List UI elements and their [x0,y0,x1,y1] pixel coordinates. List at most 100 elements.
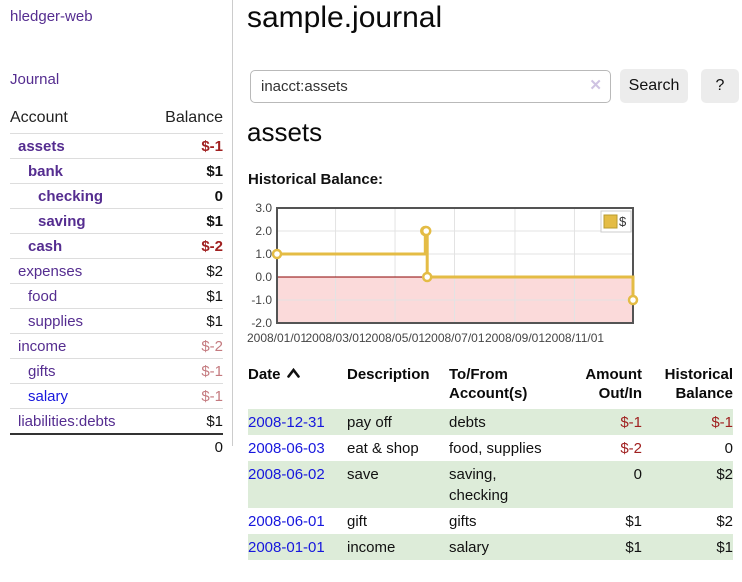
register-accounts: salary [449,534,562,560]
register-col-label: Out/In [598,385,642,402]
account-row: food $1 [10,283,223,309]
register-date-link[interactable]: 2008-01-01 [248,539,325,556]
account-heading: assets [247,117,323,147]
y-tick-label: 1.0 [255,247,272,261]
register-accounts: food, supplies [449,440,542,457]
account-link[interactable]: assets [18,138,65,155]
data-point [271,248,283,260]
register-table-body: 2008-12-31 pay off debts $-1 $-1 2008-06-03 ea… [248,409,733,560]
x-tick-label: 2008/09/01 [485,331,545,345]
balance-chart-svg: 3.0 2.0 1.0 0.0 -1.0 -2.02008/01/012008/03/01… [247,201,639,345]
search-button[interactable]: Search [620,69,688,103]
account-name-cell: expenses [10,258,148,284]
account-balance: $1 [147,208,223,234]
account-link[interactable]: supplies [28,313,84,330]
accounts-total-spacer [10,433,148,460]
y-tick-label: -2.0 [251,316,272,330]
account-row: income $-2 [10,333,223,359]
account-name-cell: liabilities:debts [10,408,148,434]
x-tick-label: 2008/03/01 [305,331,365,345]
register-table: Date Description To/From Account(s) Amount Ou… [248,359,733,560]
register-col-amount: Amount Out/In [562,359,642,409]
x-tick-label: 2008/01/01 [247,331,307,345]
search-bar: ✕ Search ? [250,69,739,103]
y-tick-label: 2.0 [255,224,272,238]
search-input-wrap: ✕ [250,69,611,103]
register-amount: $1 [562,534,642,560]
account-row: supplies $1 [10,308,223,334]
account-link[interactable]: cash [28,238,63,255]
legend-gold-square-icon [603,214,618,229]
sort-ascending-icon [286,367,300,378]
account-balance: $-2 [147,233,223,259]
register-date-link[interactable]: 2008-06-01 [248,513,325,530]
register-date-cell: 2008-12-31 [248,409,347,435]
account-balance: $1 [147,283,223,309]
register-col-accounts: To/From Account(s) [449,359,562,409]
app-title-link[interactable]: hledger-web [10,8,93,25]
account-balance: 0 [147,183,223,209]
account-link[interactable]: income [18,338,67,355]
search-input[interactable] [250,69,611,103]
x-tick-label: 2008/05/01 [365,331,425,345]
account-balance: $1 [147,408,223,434]
data-point [627,294,639,306]
search-help-button[interactable]: ? [701,69,739,103]
account-name-cell: income [10,333,148,359]
data-point [421,271,433,283]
nav-journal-link[interactable]: Journal [10,71,60,88]
register-accounts: debts [449,409,562,435]
account-link[interactable]: salary [28,388,69,405]
account-name-cell: checking [10,183,148,209]
accounts-table: Account Balance assets $-1 bank $1 checking 0… [10,109,223,460]
legend-label: $ [619,214,627,229]
account-link[interactable]: checking [38,188,104,205]
x-tick-label: 2008/07/01 [424,331,484,345]
register-amount: $-2 [620,440,642,457]
register-date-cell: 2008-06-01 [248,508,347,534]
account-row: assets $-1 [10,134,223,159]
register-date-link[interactable]: 2008-06-03 [248,440,325,457]
account-link[interactable]: gifts [28,363,56,380]
account-row: gifts $-1 [10,358,223,384]
register-date-link[interactable]: 2008-06-02 [248,466,325,483]
account-name-cell: gifts [10,358,148,384]
account-balance: $-1 [201,138,223,155]
account-link[interactable]: food [28,288,58,305]
register-col-label: Historical [664,366,733,383]
account-row: salary $-1 [10,383,223,409]
account-balance: $-1 [147,383,223,409]
account-row: checking 0 [10,183,223,209]
balance-chart: 3.0 2.0 1.0 0.0 -1.0 -2.0 2008/01/01 2008/03/01… [247,201,742,350]
register-date-cell: 2008-06-03 [248,435,347,461]
register-col-label: Account(s) [449,385,528,402]
y-tick-label: -1.0 [251,293,272,307]
account-link[interactable]: saving [38,213,86,230]
register-row: 2008-06-03 eat & shop food, supplies $-2 0 [248,435,733,461]
register-balance: 0 [724,440,733,457]
register-col-balance: Historical Balance [642,359,733,409]
register-col-date[interactable]: Date [248,359,347,409]
accounts-header-row: Account Balance [10,109,223,134]
register-date-link[interactable]: 2008-12-31 [248,414,325,431]
account-link[interactable]: liabilities:debts [18,413,116,430]
register-date-cell: 2008-01-01 [248,534,347,560]
account-row: cash $-2 [10,233,223,259]
register-col-label: Date [248,365,339,384]
accounts-total-row: 0 [10,433,223,460]
register-col-label: Amount [585,366,642,383]
plot-border [276,207,634,324]
chart-label: Historical Balance: [248,171,384,188]
account-link[interactable]: expenses [18,263,83,280]
register-balance: $-1 [642,409,733,435]
y-tick-label: 3.0 [255,201,272,215]
account-balance: $-1 [147,358,223,384]
account-name-cell: saving [10,208,148,234]
data-point [420,225,432,237]
account-name-cell: supplies [10,308,148,334]
register-amount: 0 [562,461,642,508]
account-name-cell: assets [10,134,148,159]
account-link[interactable]: bank [28,163,64,180]
clear-search-icon[interactable]: ✕ [589,76,602,94]
accounts-total-value: 0 [147,433,223,460]
